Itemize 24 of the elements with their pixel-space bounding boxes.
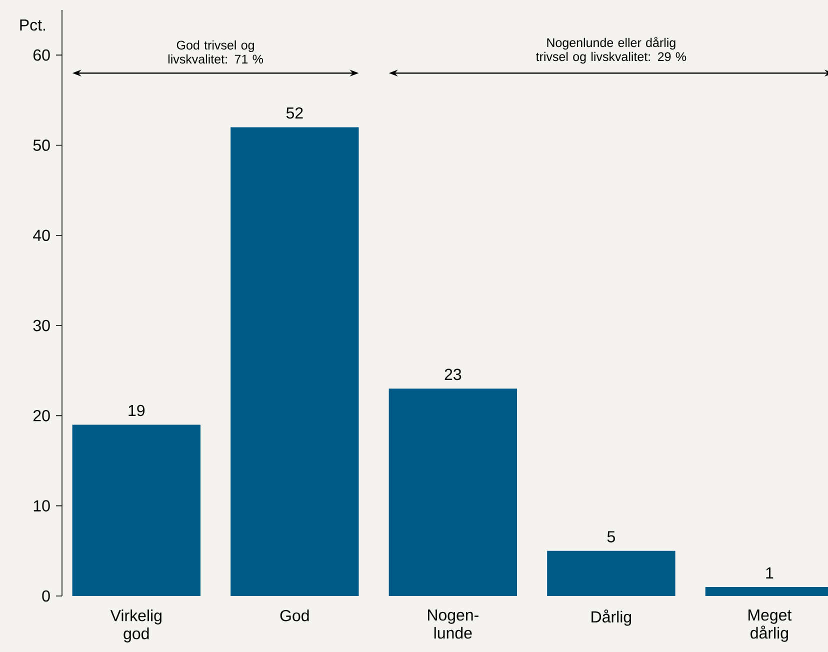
x-tick-label: Nogen-lunde	[428, 610, 478, 639]
y-tick-label: 20	[33, 410, 50, 422]
annotation: Nogenlunde eller dårlig trivsel og livskvalitet: 29 %	[536, 36, 686, 64]
x-tick-label: Meget dårlig	[748, 610, 792, 642]
data-label: 19	[128, 404, 145, 416]
data-label: 5	[607, 531, 615, 542]
data-label: 23	[444, 368, 462, 380]
y-tick-label: 50	[33, 140, 50, 151]
bar	[547, 550, 676, 596]
bar	[72, 424, 200, 596]
y-tick-label: 30	[33, 320, 50, 332]
y-tick-label: 10	[34, 500, 50, 512]
annotation: God trivsel og livskvalitet: 71 %	[168, 40, 263, 64]
data-label: 1	[766, 567, 774, 578]
y-tick-label: 60	[33, 49, 50, 61]
data-label: 52	[286, 107, 303, 119]
bar	[230, 127, 359, 596]
x-tick-label: God	[280, 610, 309, 622]
bar	[388, 388, 518, 596]
y-axis-title: Pct.	[20, 20, 46, 31]
x-tick-label: Dårlig	[592, 610, 632, 626]
y-tick-label: 0	[42, 590, 50, 602]
x-tick-label: Virkelig god	[110, 610, 162, 642]
y-tick-label: 40	[33, 230, 50, 242]
